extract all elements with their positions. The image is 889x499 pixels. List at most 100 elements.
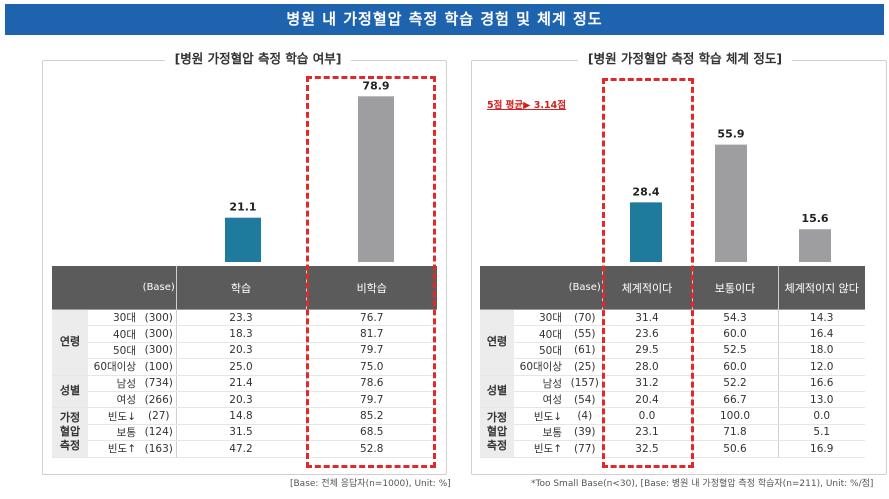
value-cell: 78.6: [305, 374, 437, 392]
row-label: 30대: [514, 308, 568, 327]
value-cell: 76.7: [305, 308, 437, 327]
value-cell: 31.2: [601, 374, 692, 392]
value-cell: 21.4: [175, 374, 306, 392]
average-score-note: 5점 평균▶ 3.14점: [487, 100, 566, 111]
row-label: 보통: [514, 424, 568, 442]
value-cell: 14.8: [175, 407, 306, 425]
value-cell: 54.3: [691, 308, 778, 327]
group-label: 연령: [52, 309, 88, 376]
value-cell: 31.5: [175, 424, 306, 442]
value-cell: 50.6: [691, 440, 778, 458]
header-cell: 보통이다: [691, 266, 778, 310]
value-cell: 16.9: [777, 440, 865, 458]
base-cell: (124): [142, 424, 176, 442]
table-row: 60대이상 (100) 25.0 75.0: [52, 358, 437, 376]
value-cell: 12.0: [777, 358, 865, 376]
row-label: 60대이상: [514, 358, 568, 376]
value-cell: 60.0: [691, 358, 778, 376]
row-label: 남성: [88, 374, 142, 392]
table-row: 성별 남성 (157) 31.2 52.2 16.6: [480, 374, 865, 409]
value-cell: 18.0: [777, 342, 865, 360]
base-cell: (300): [142, 325, 176, 343]
value-cell: 68.5: [305, 424, 437, 442]
header-cell: [480, 266, 568, 310]
table-row: 가정 혈압 측정 빈도↓ (4) 0.0 100.0 0.0: [480, 407, 865, 458]
value-cell: 14.3: [777, 308, 865, 327]
table-row: 50대 (61) 29.5 52.5 18.0: [480, 342, 865, 360]
row-label: 50대: [514, 342, 568, 360]
right-highlight-box: [602, 78, 694, 468]
left-data-table: (Base) 학습 비학습 연령 30대 (300) 23.3 76.7 40대 (300) 18.…: [52, 266, 437, 458]
base-cell: (77): [568, 440, 602, 458]
table-row: 연령 30대 (300) 23.3 76.7: [52, 308, 437, 376]
row-label: 여성: [514, 391, 568, 409]
table-header-row: (Base) 학습 비학습: [52, 266, 437, 310]
header-cell: 비학습: [305, 266, 437, 310]
group-label: 성별: [52, 374, 88, 409]
page-title: 병원 내 가정혈압 측정 학습 경험 및 체계 정도: [5, 4, 884, 35]
header-cell: 학습: [175, 266, 306, 310]
right-footnote: *Too Small Base(n<30), [Base: 병원 내 가정혈압 …: [531, 479, 874, 489]
base-cell: (734): [142, 374, 176, 392]
base-cell: (54): [568, 391, 602, 409]
row-label: 40대: [514, 325, 568, 343]
value-cell: 71.8: [691, 424, 778, 442]
table-header-row: (Base) 체계적이다 보통이다 체계적이지 않다: [480, 266, 865, 310]
left-chart-title: [병원 가정혈압 측정 학습 여부]: [165, 50, 351, 68]
base-cell: (61): [568, 342, 602, 360]
value-cell: 20.3: [175, 391, 306, 409]
left-highlight-box: [306, 76, 436, 468]
row-label: 50대: [88, 342, 142, 360]
value-cell: 60.0: [691, 325, 778, 343]
value-cell: 79.7: [305, 342, 437, 360]
base-cell: (70): [568, 308, 602, 327]
row-label: 빈도↑: [514, 440, 568, 458]
value-cell: 16.4: [777, 325, 865, 343]
value-cell: 18.3: [175, 325, 306, 343]
row-label: 30대: [88, 308, 142, 327]
base-cell: (266): [142, 391, 176, 409]
value-cell: 100.0: [691, 407, 778, 425]
right-data-table: (Base) 체계적이다 보통이다 체계적이지 않다 연령 30대 (70) 31.4 54.3…: [480, 266, 865, 458]
table-row: 성별 남성 (734) 21.4 78.6: [52, 374, 437, 409]
value-cell: 5.1: [777, 424, 865, 442]
base-cell: (300): [142, 342, 176, 360]
value-cell: 52.5: [691, 342, 778, 360]
table-row: 보통 (39) 23.1 71.8 5.1: [480, 424, 865, 442]
value-cell: 66.7: [691, 391, 778, 409]
table-row: 보통 (124) 31.5 68.5: [52, 424, 437, 442]
base-cell: (25): [568, 358, 602, 376]
value-cell: 47.2: [175, 440, 306, 458]
value-cell: 52.8: [305, 440, 437, 458]
table-row: 여성 (54) 20.4 66.7 13.0: [480, 391, 865, 409]
value-cell: 25.0: [175, 358, 306, 376]
table-row: 여성 (266) 20.3 79.7: [52, 391, 437, 409]
value-cell: 0.0: [601, 407, 692, 425]
row-label: 빈도↑: [88, 440, 142, 458]
header-cell: (Base): [568, 266, 602, 310]
row-label: 빈도↓: [514, 407, 568, 425]
value-cell: 16.6: [777, 374, 865, 392]
base-cell: (4): [568, 407, 602, 425]
group-label: 가정 혈압 측정: [480, 407, 514, 458]
value-cell: 23.6: [601, 325, 692, 343]
group-label: 가정 혈압 측정: [52, 407, 88, 458]
base-cell: (163): [142, 440, 176, 458]
base-cell: (100): [142, 358, 176, 376]
table-row: 40대 (55) 23.6 60.0 16.4: [480, 325, 865, 343]
row-label: 60대이상: [88, 358, 142, 376]
value-cell: 20.3: [175, 342, 306, 360]
table-row: 가정 혈압 측정 빈도↓ (27) 14.8 85.2: [52, 407, 437, 458]
left-footnote: [Base: 전체 응답자(n=1000), Unit: %]: [290, 479, 451, 489]
row-label: 보통: [88, 424, 142, 442]
base-cell: (300): [142, 308, 176, 327]
header-cell: [52, 266, 142, 310]
table-row: 빈도↑ (163) 47.2 52.8: [52, 440, 437, 458]
value-cell: 0.0: [777, 407, 865, 425]
base-cell: (39): [568, 424, 602, 442]
value-cell: 81.7: [305, 325, 437, 343]
row-label: 여성: [88, 391, 142, 409]
row-label: 남성: [514, 374, 568, 392]
value-cell: 23.3: [175, 308, 306, 327]
header-cell: (Base): [142, 266, 176, 310]
